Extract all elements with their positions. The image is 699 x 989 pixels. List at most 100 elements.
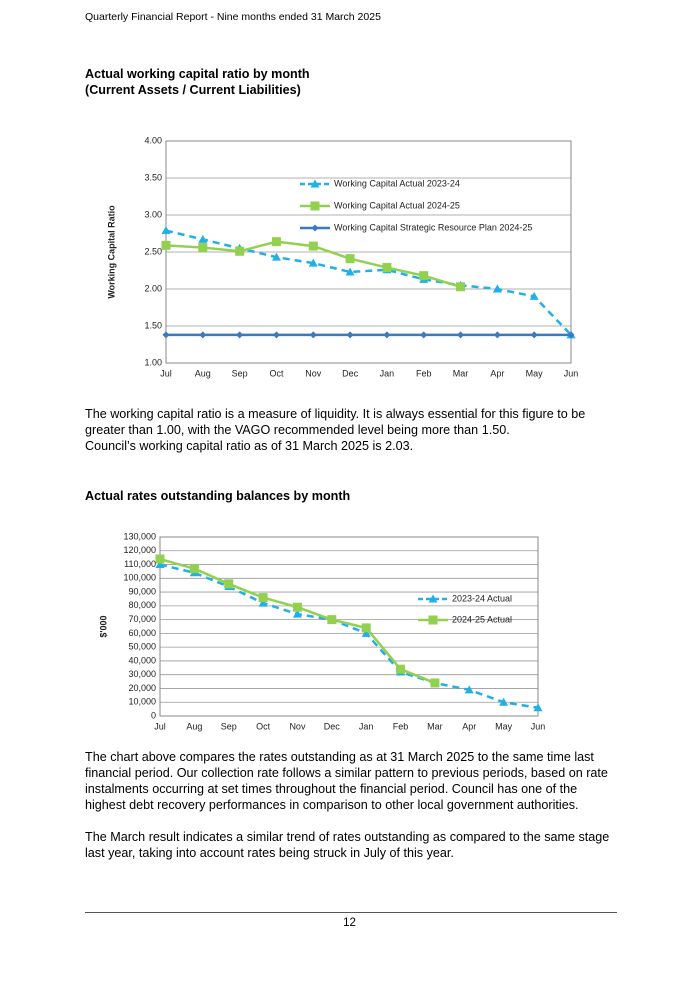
- chart-subtitle: (Current Assets / Current Liabilities): [85, 83, 301, 97]
- running-header: Quarterly Financial Report - Nine months…: [85, 11, 381, 23]
- y-tick-label: 3.00: [144, 209, 162, 219]
- marker: [155, 554, 165, 564]
- marker: [235, 246, 245, 256]
- chart-title: Actual rates outstanding balances by mon…: [85, 489, 351, 503]
- legend-label: Working Capital Actual 2024-25: [334, 200, 460, 210]
- legend-label: Working Capital Actual 2023-24: [334, 178, 460, 188]
- page-number: 12: [343, 917, 356, 929]
- marker: [396, 664, 406, 674]
- marker: [493, 331, 501, 339]
- marker: [189, 564, 199, 574]
- marker: [162, 331, 170, 339]
- plot-border: [159, 536, 539, 717]
- x-tick-label: Aug: [186, 721, 202, 731]
- marker: [271, 252, 281, 261]
- series-line: [159, 563, 539, 709]
- x-tick-label: Feb: [393, 721, 409, 731]
- y-tick-label: 100,000: [123, 573, 156, 583]
- x-tick-label: Jan: [359, 721, 374, 731]
- marker: [420, 331, 428, 339]
- marker: [499, 697, 509, 706]
- chart-title: Actual working capital ratio by month: [85, 67, 310, 81]
- marker: [457, 331, 465, 339]
- legend-marker: [428, 615, 438, 625]
- legend-label: 2023-24 Actual: [452, 593, 512, 603]
- legend-label: Working Capital Strategic Resource Plan …: [334, 222, 532, 232]
- marker: [308, 258, 318, 267]
- marker: [309, 331, 317, 339]
- marker: [419, 271, 429, 281]
- marker: [161, 226, 171, 235]
- marker: [533, 703, 543, 712]
- marker: [272, 331, 280, 339]
- x-tick-label: May: [526, 368, 544, 378]
- y-tick-label: 1.00: [144, 357, 162, 367]
- marker: [529, 291, 539, 300]
- x-tick-label: Mar: [427, 721, 443, 731]
- marker: [258, 598, 268, 607]
- y-tick-label: 120,000: [123, 545, 156, 555]
- marker: [308, 241, 318, 251]
- y-tick-label: 2.00: [144, 283, 162, 293]
- y-tick-label: 10,000: [128, 697, 156, 707]
- marker: [292, 609, 302, 618]
- paragraph: The March result indicates a similar tre…: [85, 830, 610, 860]
- y-tick-label: 130,000: [123, 531, 156, 541]
- y-tick-label: 110,000: [124, 559, 156, 569]
- x-tick-label: Apr: [490, 368, 504, 378]
- x-tick-label: Feb: [416, 368, 432, 378]
- marker: [430, 678, 440, 688]
- y-axis-title: Working Capital Ratio: [106, 205, 116, 299]
- marker: [271, 237, 281, 247]
- marker: [464, 685, 474, 694]
- marker: [258, 593, 268, 603]
- y-tick-label: 0: [151, 710, 156, 720]
- marker: [530, 331, 538, 339]
- y-tick-label: 50,000: [128, 642, 156, 652]
- y-tick-label: 20,000: [128, 683, 156, 693]
- y-tick-label: 80,000: [128, 600, 156, 610]
- x-tick-label: Apr: [462, 721, 476, 731]
- x-tick-label: Jul: [154, 721, 166, 731]
- y-tick-label: 3.50: [144, 172, 162, 182]
- marker: [292, 602, 302, 612]
- plot-border: [165, 140, 572, 364]
- paragraph: The chart above compares the rates outst…: [85, 750, 608, 812]
- marker: [383, 331, 391, 339]
- x-tick-label: Jul: [160, 368, 172, 378]
- legend-marker: [310, 179, 320, 188]
- marker: [345, 254, 355, 264]
- y-tick-label: 40,000: [128, 655, 156, 665]
- y-tick-label: 4.00: [144, 135, 162, 145]
- x-tick-label: Jan: [380, 368, 395, 378]
- y-tick-label: 1.50: [144, 320, 162, 330]
- marker: [198, 243, 208, 253]
- footer-rule: [85, 912, 617, 913]
- paragraph: Council’s working capital ratio as of 31…: [85, 439, 414, 453]
- x-tick-label: Dec: [342, 368, 359, 378]
- y-tick-label: 30,000: [128, 669, 156, 679]
- series-line: [165, 229, 572, 336]
- y-tick-label: 70,000: [128, 614, 156, 624]
- marker: [361, 623, 371, 633]
- legend-marker: [310, 201, 320, 211]
- x-tick-label: Nov: [289, 721, 306, 731]
- x-tick-label: Mar: [453, 368, 469, 378]
- marker: [345, 267, 355, 276]
- y-tick-label: 2.50: [144, 246, 162, 256]
- marker: [361, 628, 371, 637]
- legend-marker: [311, 224, 319, 232]
- marker: [346, 331, 354, 339]
- marker: [492, 284, 502, 293]
- x-tick-label: Oct: [256, 721, 271, 731]
- series-line: [159, 557, 436, 685]
- marker: [199, 331, 207, 339]
- x-tick-label: May: [495, 721, 513, 731]
- marker: [155, 560, 165, 569]
- x-tick-label: Jun: [564, 368, 579, 378]
- marker: [236, 331, 244, 339]
- marker: [198, 234, 208, 243]
- x-tick-label: Nov: [305, 368, 322, 378]
